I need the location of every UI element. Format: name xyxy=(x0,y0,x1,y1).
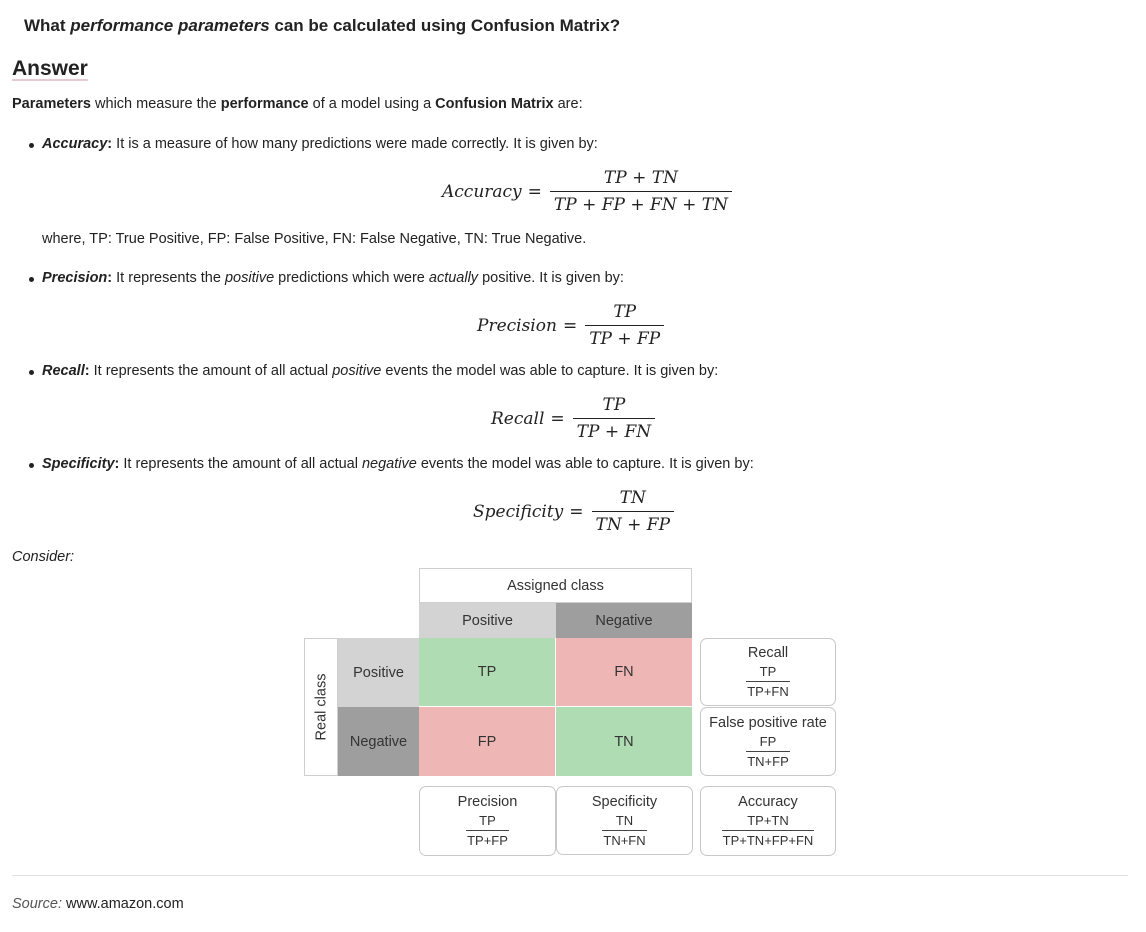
bullet-dot xyxy=(29,143,34,148)
term-precision: Precision xyxy=(42,270,108,286)
answer-heading: Answer xyxy=(12,57,88,80)
fraction: TN TN + FP xyxy=(591,488,675,535)
formula-specificity: Specificity = TN TN + FP xyxy=(473,488,675,535)
term-recall: Recall xyxy=(42,363,85,379)
question-text-post: can be calculated using Confusion Matrix… xyxy=(269,16,621,35)
assigned-class-header: Assigned class xyxy=(419,568,692,603)
column-header-negative: Negative xyxy=(556,603,692,638)
metric-box-recall: Recall TP TP+FN xyxy=(700,638,836,706)
fraction: TP TP+FN xyxy=(746,664,790,699)
source-link[interactable]: www.amazon.com xyxy=(66,896,184,912)
fraction: TP TP + FN xyxy=(572,395,656,442)
bullet-specificity: Specificity: It represents the amount of… xyxy=(29,456,754,472)
fraction: TP+TN TP+TN+FP+FN xyxy=(721,813,815,848)
divider xyxy=(12,875,1128,876)
intro-paragraph: Parameters which measure the performance… xyxy=(12,96,583,112)
bullet-recall: Recall: It represents the amount of all … xyxy=(29,363,718,379)
formula-precision: Precision = TP TP + FP xyxy=(477,302,665,349)
column-header-positive: Positive xyxy=(419,603,556,638)
question-heading: What performance parameters can be calcu… xyxy=(24,16,620,36)
cell-true-positive: TP xyxy=(419,638,556,707)
fraction: TN TN+FN xyxy=(602,812,647,848)
consider-label: Consider: xyxy=(12,549,75,565)
row-header-negative: Negative xyxy=(338,707,419,776)
term-specificity: Specificity xyxy=(42,456,115,472)
formula-recall: Recall = TP TP + FN xyxy=(491,395,656,442)
question-text-emphasis: performance parameters xyxy=(70,16,270,35)
cell-true-negative: TN xyxy=(556,707,692,776)
fraction: TP TP + FP xyxy=(585,302,665,349)
metric-box-false-positive-rate: False positive rate FP TN+FP xyxy=(700,707,836,776)
formula-accuracy: Accuracy = TP + TN TP + FP + FN + TN xyxy=(442,168,732,215)
bullet-precision: Precision: It represents the positive pr… xyxy=(29,270,624,286)
source-label: Source: xyxy=(12,896,62,912)
bullet-accuracy: Accuracy: It is a measure of how many pr… xyxy=(29,136,598,152)
bullet-dot xyxy=(29,370,34,375)
cell-false-positive: FP xyxy=(419,707,556,776)
source-line: Source: www.amazon.com xyxy=(12,896,184,912)
question-text-pre: What xyxy=(24,16,71,35)
real-class-header: Real class xyxy=(304,638,338,776)
row-header-positive: Positive xyxy=(338,638,419,707)
bullet-dot xyxy=(29,463,34,468)
term-accuracy: Accuracy xyxy=(42,136,108,152)
fraction: FP TN+FP xyxy=(746,733,790,769)
fraction: TP TP+FP xyxy=(466,813,509,848)
cell-false-negative: FN xyxy=(556,638,692,707)
fraction: TP + TN TP + FP + FN + TN xyxy=(549,168,732,215)
metric-box-specificity: Specificity TN TN+FN xyxy=(556,786,693,855)
metric-box-precision: Precision TP TP+FP xyxy=(419,786,556,856)
abbreviation-note: where, TP: True Positive, FP: False Posi… xyxy=(42,231,587,247)
bullet-dot xyxy=(29,277,34,282)
metric-box-accuracy: Accuracy TP+TN TP+TN+FP+FN xyxy=(700,786,836,856)
